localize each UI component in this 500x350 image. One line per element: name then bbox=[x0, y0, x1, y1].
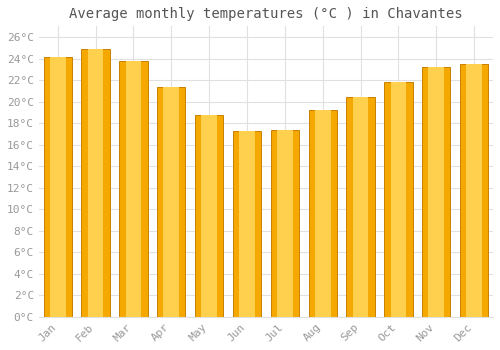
Bar bbox=[428, 67, 444, 317]
Bar bbox=[119, 61, 148, 317]
Title: Average monthly temperatures (°C ) in Chavantes: Average monthly temperatures (°C ) in Ch… bbox=[69, 7, 462, 21]
Bar bbox=[460, 64, 488, 317]
Bar bbox=[126, 61, 141, 317]
Bar bbox=[82, 49, 110, 317]
Bar bbox=[88, 49, 104, 317]
Bar bbox=[390, 82, 406, 317]
Bar bbox=[233, 131, 261, 317]
Bar bbox=[277, 130, 292, 317]
Bar bbox=[346, 97, 375, 317]
Bar bbox=[164, 86, 179, 317]
Bar bbox=[422, 67, 450, 317]
Bar bbox=[270, 130, 299, 317]
Bar bbox=[157, 86, 186, 317]
Bar bbox=[308, 110, 337, 317]
Bar bbox=[466, 64, 482, 317]
Bar bbox=[239, 131, 255, 317]
Bar bbox=[315, 110, 330, 317]
Bar bbox=[50, 57, 66, 317]
Bar bbox=[384, 82, 412, 317]
Bar bbox=[202, 114, 217, 317]
Bar bbox=[353, 97, 368, 317]
Bar bbox=[44, 57, 72, 317]
Bar bbox=[195, 114, 224, 317]
